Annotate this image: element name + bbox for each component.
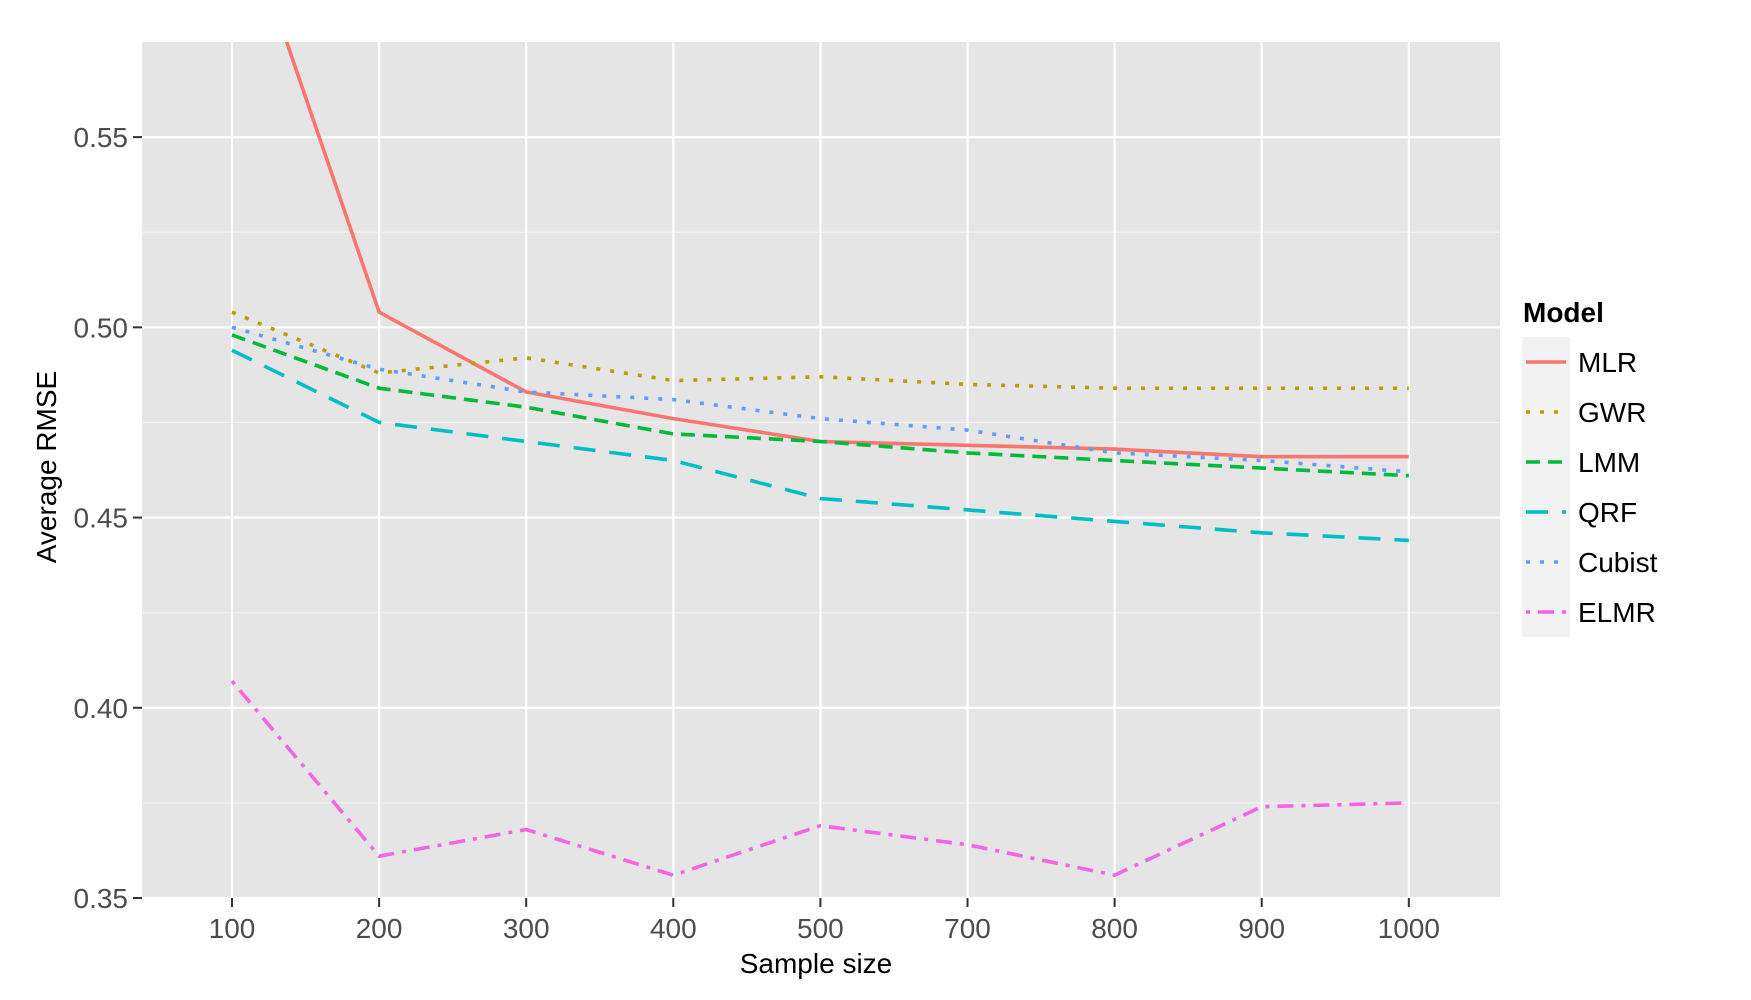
major-gridlines [142,42,1500,900]
legend-label-elmr: ELMR [1578,597,1656,628]
legend-label-lmm: LMM [1578,447,1640,478]
x-tick-label: 200 [356,913,403,944]
x-axis-title: Sample size [740,948,893,979]
x-tick-label: 800 [1091,913,1138,944]
y-tick-label: 0.55 [74,122,129,153]
x-tick-label: 500 [797,913,844,944]
series-line-elmr [230,679,1409,878]
series-line-lmm [231,333,1409,478]
x-tick-label: 300 [503,913,550,944]
legend: Model MLR GWR LMM QRF Cubist ELMR [1522,297,1658,637]
legend-label-cubist: Cubist [1578,547,1658,578]
y-tick-label: 0.50 [74,312,129,343]
x-tick-label: 1000 [1378,913,1440,944]
y-tick-label: 0.40 [74,693,129,724]
x-tick-label: 400 [650,913,697,944]
series-lines [230,42,1409,878]
legend-label-gwr: GWR [1578,397,1646,428]
legend-label-qrf: QRF [1578,497,1637,528]
series-line-qrf [231,348,1409,543]
x-tick-label: 900 [1238,913,1285,944]
y-tick-label: 0.35 [74,883,129,914]
series-line-gwr [231,310,1409,391]
legend-label-mlr: MLR [1578,347,1637,378]
axes: 0.35 0.40 0.45 0.50 0.55 100 200 300 400 500 700 80… [74,122,1440,944]
y-tick-label: 0.45 [74,503,129,534]
legend-title: Model [1523,297,1604,328]
x-tick-label: 100 [209,913,256,944]
x-tick-label: 700 [944,913,991,944]
y-axis-title: Average RMSE [31,371,62,563]
